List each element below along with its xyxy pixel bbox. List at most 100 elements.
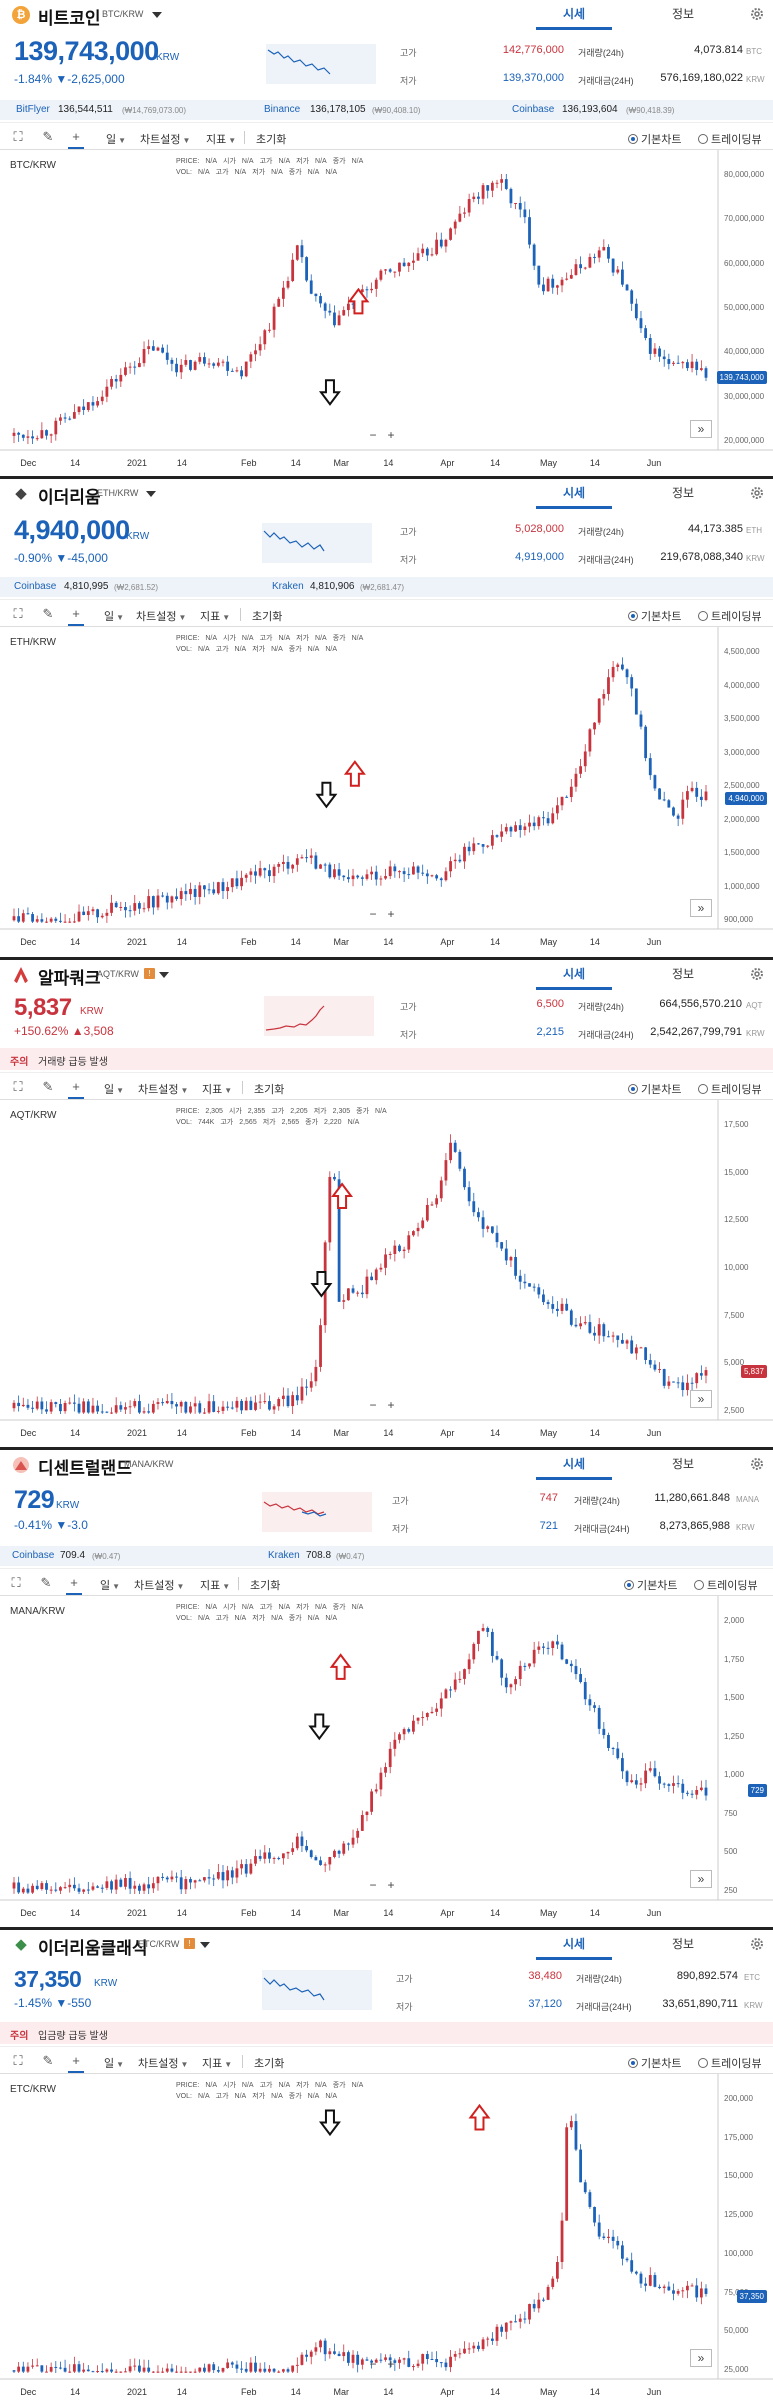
pencil-icon[interactable]: ✎ <box>42 1079 54 1094</box>
tab-market[interactable]: 시세 <box>536 479 612 509</box>
gear-icon[interactable] <box>749 485 765 501</box>
fullscreen-icon[interactable]: ⛶ <box>13 2053 23 2068</box>
pencil-icon[interactable]: ✎ <box>42 129 54 144</box>
chevron-down-icon[interactable] <box>159 972 169 978</box>
period-select[interactable]: 일 ▼ <box>104 611 125 623</box>
exchange-name[interactable]: Coinbase <box>12 1550 55 1561</box>
tab-market[interactable]: 시세 <box>536 1450 612 1480</box>
chevron-down-icon[interactable] <box>146 491 156 497</box>
radio-basic-chart[interactable]: 기본차트 <box>628 131 681 147</box>
reset-button[interactable]: 초기화 <box>256 134 287 146</box>
radio-tradingview[interactable]: 트레이딩뷰 <box>698 1081 762 1097</box>
gear-icon[interactable] <box>749 1456 765 1472</box>
gear-icon[interactable] <box>749 6 765 22</box>
crosshair-icon[interactable]: + <box>68 2049 84 2073</box>
tab-info[interactable]: 정보 <box>671 1457 695 1471</box>
scroll-to-latest-button[interactable]: » <box>690 899 712 917</box>
radio-basic-chart[interactable]: 기본차트 <box>628 608 681 624</box>
reset-button[interactable]: 초기화 <box>252 611 283 623</box>
tab-market[interactable]: 시세 <box>536 960 612 990</box>
pencil-icon[interactable]: ✎ <box>42 606 54 621</box>
tab-market[interactable]: 시세 <box>536 1930 612 1960</box>
exchange-name[interactable]: Kraken <box>272 581 304 592</box>
tab-info[interactable]: 정보 <box>671 7 695 21</box>
exchange-name[interactable]: Binance <box>264 104 301 115</box>
coin-name[interactable]: 디센트럴랜드 <box>38 1459 132 1478</box>
zoom-in-button[interactable]: + <box>387 1878 395 1892</box>
reset-button[interactable]: 초기화 <box>254 2058 285 2070</box>
gear-icon[interactable] <box>749 1936 765 1952</box>
period-select[interactable]: 일 ▼ <box>100 1580 121 1592</box>
fullscreen-icon[interactable]: ⛶ <box>13 1079 23 1094</box>
scroll-to-latest-button[interactable]: » <box>690 1870 712 1888</box>
pencil-icon[interactable]: ✎ <box>40 1575 52 1590</box>
crosshair-icon[interactable]: + <box>66 1571 82 1595</box>
crosshair-icon[interactable]: + <box>68 602 84 626</box>
radio-tradingview[interactable]: 트레이딩뷰 <box>698 2055 762 2071</box>
coin-name[interactable]: 알파쿼크 <box>38 969 101 988</box>
exchange-name[interactable]: BitFlyer <box>16 104 50 115</box>
exchange-name[interactable]: Coinbase <box>512 104 555 115</box>
exchange-name[interactable]: Coinbase <box>14 581 57 592</box>
coin-name[interactable]: 이더리움 <box>38 488 101 507</box>
reset-button[interactable]: 초기화 <box>254 1084 285 1096</box>
price-unit: KRW <box>156 52 180 63</box>
chart-settings-menu[interactable]: 차트설정 ▼ <box>134 1580 185 1592</box>
price-chart[interactable]: ETC/KRW PRICE: N/A 시가 N/A 고가 N/A 저가 N/A 종가 N/A VOL:… <box>0 2074 773 2407</box>
indicators-menu[interactable]: 지표 ▼ <box>206 134 237 146</box>
scroll-to-latest-button[interactable]: » <box>690 1390 712 1408</box>
pencil-icon[interactable]: ✎ <box>42 2053 54 2068</box>
zoom-out-button[interactable]: − <box>369 1878 377 1892</box>
tab-info[interactable]: 정보 <box>671 1937 695 1951</box>
chart-settings-menu[interactable]: 차트설정 ▼ <box>140 134 191 146</box>
candle-body <box>277 1858 281 1860</box>
chevron-down-icon[interactable] <box>200 1942 210 1948</box>
reset-button[interactable]: 초기화 <box>250 1580 281 1592</box>
scroll-to-latest-button[interactable]: » <box>690 2349 712 2367</box>
coin-name[interactable]: 이더리움클래식 <box>38 1939 148 1958</box>
tab-info[interactable]: 정보 <box>671 967 695 981</box>
zoom-out-button[interactable]: − <box>369 1398 377 1412</box>
tab-info[interactable]: 정보 <box>671 486 695 500</box>
candle-body <box>672 362 675 364</box>
zoom-out-button[interactable]: − <box>369 428 377 442</box>
scroll-to-latest-button[interactable]: » <box>690 420 712 438</box>
price-chart[interactable]: AQT/KRW PRICE: 2,305 시가 2,355 고가 2,205 저가 2,305 종… <box>0 1100 773 1448</box>
radio-basic-chart[interactable]: 기본차트 <box>624 1577 677 1593</box>
zoom-in-button[interactable]: + <box>387 2357 395 2371</box>
chart-settings-menu[interactable]: 차트설정 ▼ <box>138 1084 189 1096</box>
indicators-menu[interactable]: 지표 ▼ <box>202 2058 233 2070</box>
crosshair-icon[interactable]: + <box>68 125 84 149</box>
indicators-menu[interactable]: 지표 ▼ <box>202 1084 233 1096</box>
period-select[interactable]: 일 ▼ <box>104 2058 125 2070</box>
chevron-down-icon[interactable] <box>152 12 162 18</box>
indicators-menu[interactable]: 지표 ▼ <box>200 1580 231 1592</box>
coin-name[interactable]: 비트코인 <box>38 9 101 28</box>
gear-icon[interactable] <box>749 966 765 982</box>
period-select[interactable]: 일 ▼ <box>106 134 127 146</box>
radio-tradingview[interactable]: 트레이딩뷰 <box>698 608 762 624</box>
radio-basic-chart[interactable]: 기본차트 <box>628 1081 681 1097</box>
price-chart[interactable]: MANA/KRW PRICE: N/A 시가 N/A 고가 N/A 저가 N/A 종가 N/A VOL… <box>0 1596 773 1928</box>
indicators-menu[interactable]: 지표 ▼ <box>200 611 231 623</box>
chart-settings-menu[interactable]: 차트설정 ▼ <box>136 611 187 623</box>
zoom-in-button[interactable]: + <box>387 907 395 921</box>
price-chart[interactable]: BTC/KRW PRICE: N/A 시가 N/A 고가 N/A 저가 N/A 종가 N/A VOL:… <box>0 150 773 478</box>
radio-basic-chart[interactable]: 기본차트 <box>628 2055 681 2071</box>
zoom-out-button[interactable]: − <box>369 2357 377 2371</box>
fullscreen-icon[interactable]: ⛶ <box>13 129 23 144</box>
radio-tradingview[interactable]: 트레이딩뷰 <box>694 1577 758 1593</box>
exchange-name[interactable]: Kraken <box>268 1550 300 1561</box>
zoom-out-button[interactable]: − <box>369 907 377 921</box>
radio-tradingview[interactable]: 트레이딩뷰 <box>698 131 762 147</box>
crosshair-icon[interactable]: + <box>68 1075 84 1099</box>
period-select[interactable]: 일 ▼ <box>104 1084 125 1096</box>
fullscreen-icon[interactable]: ⛶ <box>11 1575 21 1590</box>
chart-settings-menu[interactable]: 차트설정 ▼ <box>138 2058 189 2070</box>
fullscreen-icon[interactable]: ⛶ <box>13 606 23 621</box>
zoom-in-button[interactable]: + <box>387 1398 395 1412</box>
candle-body <box>119 906 123 908</box>
tab-market[interactable]: 시세 <box>536 0 612 30</box>
zoom-in-button[interactable]: + <box>387 428 395 442</box>
price-chart[interactable]: ETH/KRW PRICE: N/A 시가 N/A 고가 N/A 저가 N/A 종가 N/A VOL:… <box>0 627 773 957</box>
